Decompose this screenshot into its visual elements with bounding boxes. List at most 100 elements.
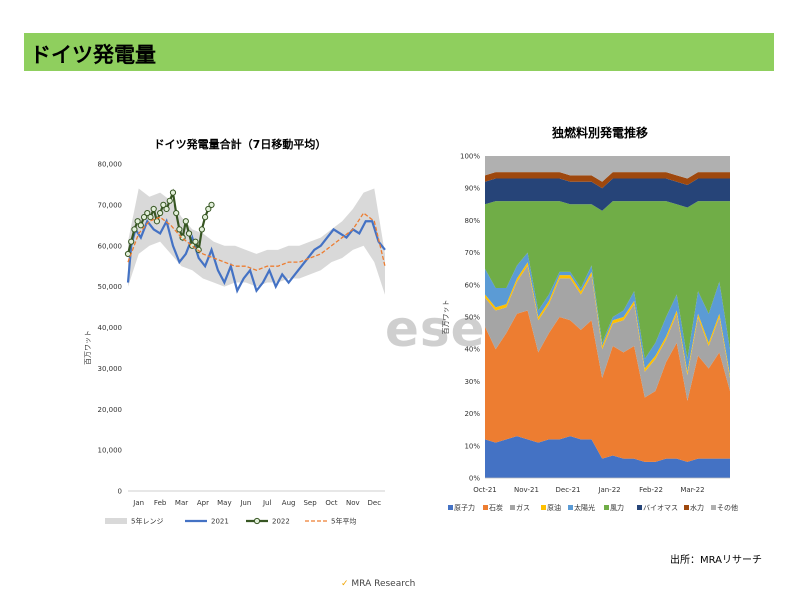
chart2-legend-swatch xyxy=(637,505,642,510)
chart2-legend-swatch xyxy=(448,505,453,510)
chart2-y-tick-label: 40% xyxy=(464,346,480,354)
chart2-legend-label: 太陽光 xyxy=(574,503,595,512)
chart2-y-tick-label: 100% xyxy=(460,153,480,161)
chart2-area-0 xyxy=(485,436,730,478)
chart1-2022-point xyxy=(134,218,141,225)
chart1-y-tick-label: 60,000 xyxy=(98,242,123,250)
chart2-y-tick-label: 50% xyxy=(464,314,480,322)
chart2-legend-swatch xyxy=(604,505,609,510)
chart2-x-tick-label: Jan-22 xyxy=(597,486,620,494)
chart1-y-tick-label: 40,000 xyxy=(98,324,123,332)
chart2-legend-swatch xyxy=(541,505,546,510)
chart2-legend-label: 原子力 xyxy=(454,503,475,512)
chart1-2022-point xyxy=(147,214,154,221)
chart1-x-tick-label: Apr xyxy=(197,499,209,507)
chart1-y-tick-label: 20,000 xyxy=(98,406,123,414)
chart1-legend-marker xyxy=(253,517,261,525)
chart2-legend-label: ガス xyxy=(516,503,530,512)
chart2-area-7 xyxy=(485,172,730,189)
chart2-y-tick-label: 70% xyxy=(464,249,480,257)
chart1-y-tick-label: 0 xyxy=(118,488,122,496)
chart2-x-tick-label: Mar-22 xyxy=(680,486,704,494)
chart1-2022-point xyxy=(205,205,212,213)
chart1-y-tick-label: 70,000 xyxy=(98,201,123,209)
chart2-y-tick-label: 60% xyxy=(464,281,480,289)
footer-brand: MRA Research xyxy=(351,579,416,589)
chart1-2022-point xyxy=(137,222,144,229)
chart1-2022-point xyxy=(173,209,180,217)
chart2-x-tick-label: Feb-22 xyxy=(639,486,663,494)
chart2-legend-label: 原油 xyxy=(547,503,561,512)
chart1-legend-label: 2021 xyxy=(211,518,229,526)
chart2-area-6 xyxy=(485,178,730,211)
chart1-title: ドイツ発電量合計（7日移動平均） xyxy=(153,138,327,151)
chart2-x-tick-label: Dec-21 xyxy=(556,486,581,494)
chart1-y-axis-label: 百万ワット xyxy=(84,330,92,365)
logo-mark-icon: ✓ xyxy=(341,579,349,589)
chart1-x-tick-label: Nov xyxy=(346,499,360,507)
chart2-legend-label: 石炭 xyxy=(489,504,503,512)
chart1-legend-label: 5年平均 xyxy=(331,517,356,526)
chart2-legend-label: 風力 xyxy=(610,503,624,512)
chart2-legend-swatch xyxy=(483,505,488,510)
chart1-2022-point xyxy=(202,214,209,221)
chart1-x-tick-label: Jun xyxy=(239,499,251,507)
chart1-2022-point xyxy=(192,238,199,245)
chart1-2022-point xyxy=(166,197,173,204)
chart1-x-tick-label: Jan xyxy=(132,499,144,507)
chart1-y-tick-label: 10,000 xyxy=(98,447,123,455)
chart2-legend-swatch xyxy=(568,505,573,510)
chart1-2022-point xyxy=(144,209,151,217)
chart1-2022-point xyxy=(128,238,135,245)
chart1-x-tick-label: Feb xyxy=(154,499,167,507)
chart2-legend-swatch xyxy=(510,505,515,510)
chart1-2022-point xyxy=(140,214,148,221)
chart2-title: 独燃料別発電推移 xyxy=(551,126,648,140)
chart2-legend-label: バイオマス xyxy=(643,504,678,512)
chart2-y-tick-label: 90% xyxy=(464,185,480,193)
chart1-x-tick-label: Dec xyxy=(368,499,382,507)
chart1-2022-point xyxy=(131,226,138,233)
chart2-y-tick-label: 0% xyxy=(469,475,480,483)
chart1-2022-point xyxy=(182,218,189,225)
chart1-series-line-0 xyxy=(126,218,386,294)
chart1-2022-point xyxy=(176,226,183,233)
footer-logo: ✓ MRA Research xyxy=(341,579,415,589)
chart1-y-tick-label: 30,000 xyxy=(98,365,123,373)
chart1-2022-point xyxy=(198,226,205,233)
chart2-area-8 xyxy=(485,156,730,182)
chart1-2022-point xyxy=(160,201,167,208)
chart1-x-tick-label: May xyxy=(217,499,231,507)
chart1-x-tick-label: Sep xyxy=(303,499,317,507)
watermark-text: ese xyxy=(385,300,486,358)
chart1-y-tick-label: 80,000 xyxy=(98,161,123,169)
chart2-legend-swatch xyxy=(684,505,689,510)
chart1-2022-point xyxy=(150,205,157,213)
chart2-y-tick-label: 10% xyxy=(464,442,480,450)
chart1-2022-point xyxy=(185,230,193,237)
chart1-y-tick-label: 50,000 xyxy=(98,283,123,291)
title-banner: ドイツ発電量 xyxy=(24,33,774,71)
chart1-legend-label: 2022 xyxy=(272,518,290,526)
chart1-band-5yr-range xyxy=(128,188,385,295)
chart2-legend-swatch xyxy=(711,505,716,510)
chart2-y-tick-label: 20% xyxy=(464,410,480,418)
page-title: ドイツ発電量 xyxy=(30,43,156,67)
chart1-x-tick-label: Aug xyxy=(282,499,296,507)
chart1-legend-label: 5年レンジ xyxy=(131,517,163,526)
chart1-2022-point xyxy=(157,209,164,217)
chart2-area-1 xyxy=(485,310,730,462)
chart2-x-tick-label: Nov-21 xyxy=(514,486,539,494)
chart2-area-2 xyxy=(485,265,730,401)
chart1-x-tick-label: Jul xyxy=(262,499,272,507)
source-note: 出所：MRAリサーチ xyxy=(670,555,763,566)
chart2-area-5 xyxy=(485,201,730,359)
chart1-x-tick-label: Oct xyxy=(325,499,337,507)
chart1-2022-point xyxy=(169,189,177,196)
chart2-legend-label: 水力 xyxy=(690,503,704,512)
chart1-legend-swatch xyxy=(105,518,127,524)
chart2-y-axis-label: 百万ワット xyxy=(442,300,450,335)
chart2-x-tick-label: Oct-21 xyxy=(473,486,497,494)
